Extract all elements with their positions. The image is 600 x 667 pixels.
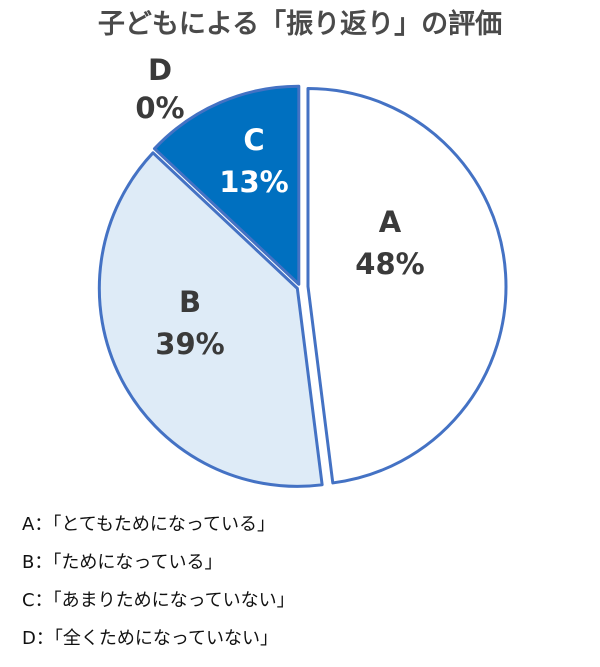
legend-item-a: A：「とてもためになっている」 — [22, 514, 275, 535]
pie-slice-c — [152, 84, 301, 286]
slice-letter-d: D — [148, 53, 172, 87]
chart-title: 子どもによる「振り返り」の評価 — [97, 9, 503, 40]
slice-letter-c: C — [243, 123, 264, 157]
legend: A：「とてもためになっている」 B：「ためになっている」 C：「あまりためになっ… — [22, 506, 295, 658]
pie-slice-a — [306, 86, 508, 485]
slice-percent-c: 13% — [219, 165, 288, 199]
legend-item-d: D：「全くためになっていない」 — [22, 628, 278, 649]
pie-slice-b — [97, 151, 324, 488]
slice-letter-a: A — [379, 205, 402, 239]
slice-percent-b: 39% — [155, 327, 224, 361]
slice-percent-a: 48% — [355, 247, 424, 281]
slice-percent-d: 0% — [135, 91, 184, 125]
legend-item-c: C：「あまりためになっていない」 — [22, 590, 295, 611]
legend-item-b: B：「ためになっている」 — [22, 552, 223, 573]
slice-letter-b: B — [179, 285, 201, 319]
pie-chart: A 48% B 39% C 13% D 0% — [97, 53, 508, 488]
